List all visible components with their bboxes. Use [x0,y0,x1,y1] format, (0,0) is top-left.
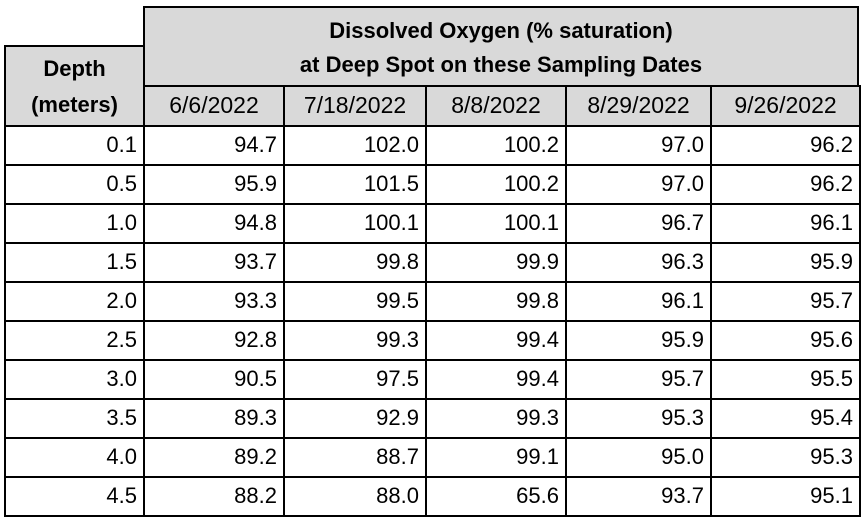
depth-cell: 2.5 [4,320,145,361]
value-cell: 90.5 [143,359,285,400]
value-cell: 100.1 [425,203,567,244]
date-header: 6/6/2022 [143,85,285,127]
depth-cell: 0.1 [4,125,145,166]
value-cell: 96.3 [565,242,712,283]
value-cell: 100.2 [425,125,567,166]
value-cell: 100.2 [425,164,567,205]
value-cell: 95.6 [710,320,861,361]
value-cell: 95.3 [710,437,861,478]
value-cell: 92.9 [283,398,427,439]
value-cell: 99.8 [283,242,427,283]
value-cell: 99.1 [425,437,567,478]
depth-cell: 3.5 [4,398,145,439]
value-cell: 99.3 [283,320,427,361]
value-cell: 101.5 [283,164,427,205]
value-cell: 93.7 [565,476,712,517]
value-cell: 95.9 [565,320,712,361]
value-cell: 96.2 [710,164,861,205]
value-cell: 95.3 [565,398,712,439]
value-cell: 95.9 [143,164,285,205]
value-cell: 95.1 [710,476,861,517]
value-cell: 89.3 [143,398,285,439]
value-cell: 99.3 [425,398,567,439]
depth-cell: 4.5 [4,476,145,517]
value-cell: 97.0 [565,125,712,166]
value-cell: 93.3 [143,281,285,322]
depth-label: Depth [43,56,106,81]
value-cell: 92.8 [143,320,285,361]
date-header: 8/29/2022 [565,85,712,127]
title-cell: Dissolved Oxygen (% saturation) at Deep … [143,6,859,87]
depth-cell: 0.5 [4,164,145,205]
value-cell: 89.2 [143,437,285,478]
value-cell: 93.7 [143,242,285,283]
depth-cell: 1.5 [4,242,145,283]
value-cell: 96.7 [565,203,712,244]
value-cell: 95.9 [710,242,861,283]
value-cell: 99.4 [425,320,567,361]
depth-cell: 3.0 [4,359,145,400]
value-cell: 96.2 [710,125,861,166]
value-cell: 95.7 [565,359,712,400]
date-header: 8/8/2022 [425,85,567,127]
value-cell: 95.0 [565,437,712,478]
value-cell: 97.0 [565,164,712,205]
title-line: at Deep Spot on these Sampling Dates [299,52,703,77]
value-cell: 88.2 [143,476,285,517]
value-cell: 88.0 [283,476,427,517]
depth-cell: 4.0 [4,437,145,478]
value-cell: 100.1 [283,203,427,244]
value-cell: 94.8 [143,203,285,244]
value-cell: 97.5 [283,359,427,400]
date-header: 7/18/2022 [283,85,427,127]
value-cell: 95.4 [710,398,861,439]
value-cell: 99.9 [425,242,567,283]
value-cell: 99.8 [425,281,567,322]
depth-label: (meters) [31,92,118,117]
value-cell: 95.7 [710,281,861,322]
depth-cell: 1.0 [4,203,145,244]
title-line: Dissolved Oxygen (% saturation) [329,18,673,43]
depth-cell: 2.0 [4,281,145,322]
value-cell: 95.5 [710,359,861,400]
value-cell: 99.4 [425,359,567,400]
value-cell: 88.7 [283,437,427,478]
value-cell: 94.7 [143,125,285,166]
value-cell: 102.0 [283,125,427,166]
value-cell: 99.5 [283,281,427,322]
date-header: 9/26/2022 [710,85,861,127]
depth-header: Depth (meters) [4,45,145,127]
value-cell: 65.6 [425,476,567,517]
value-cell: 96.1 [710,203,861,244]
value-cell: 96.1 [565,281,712,322]
